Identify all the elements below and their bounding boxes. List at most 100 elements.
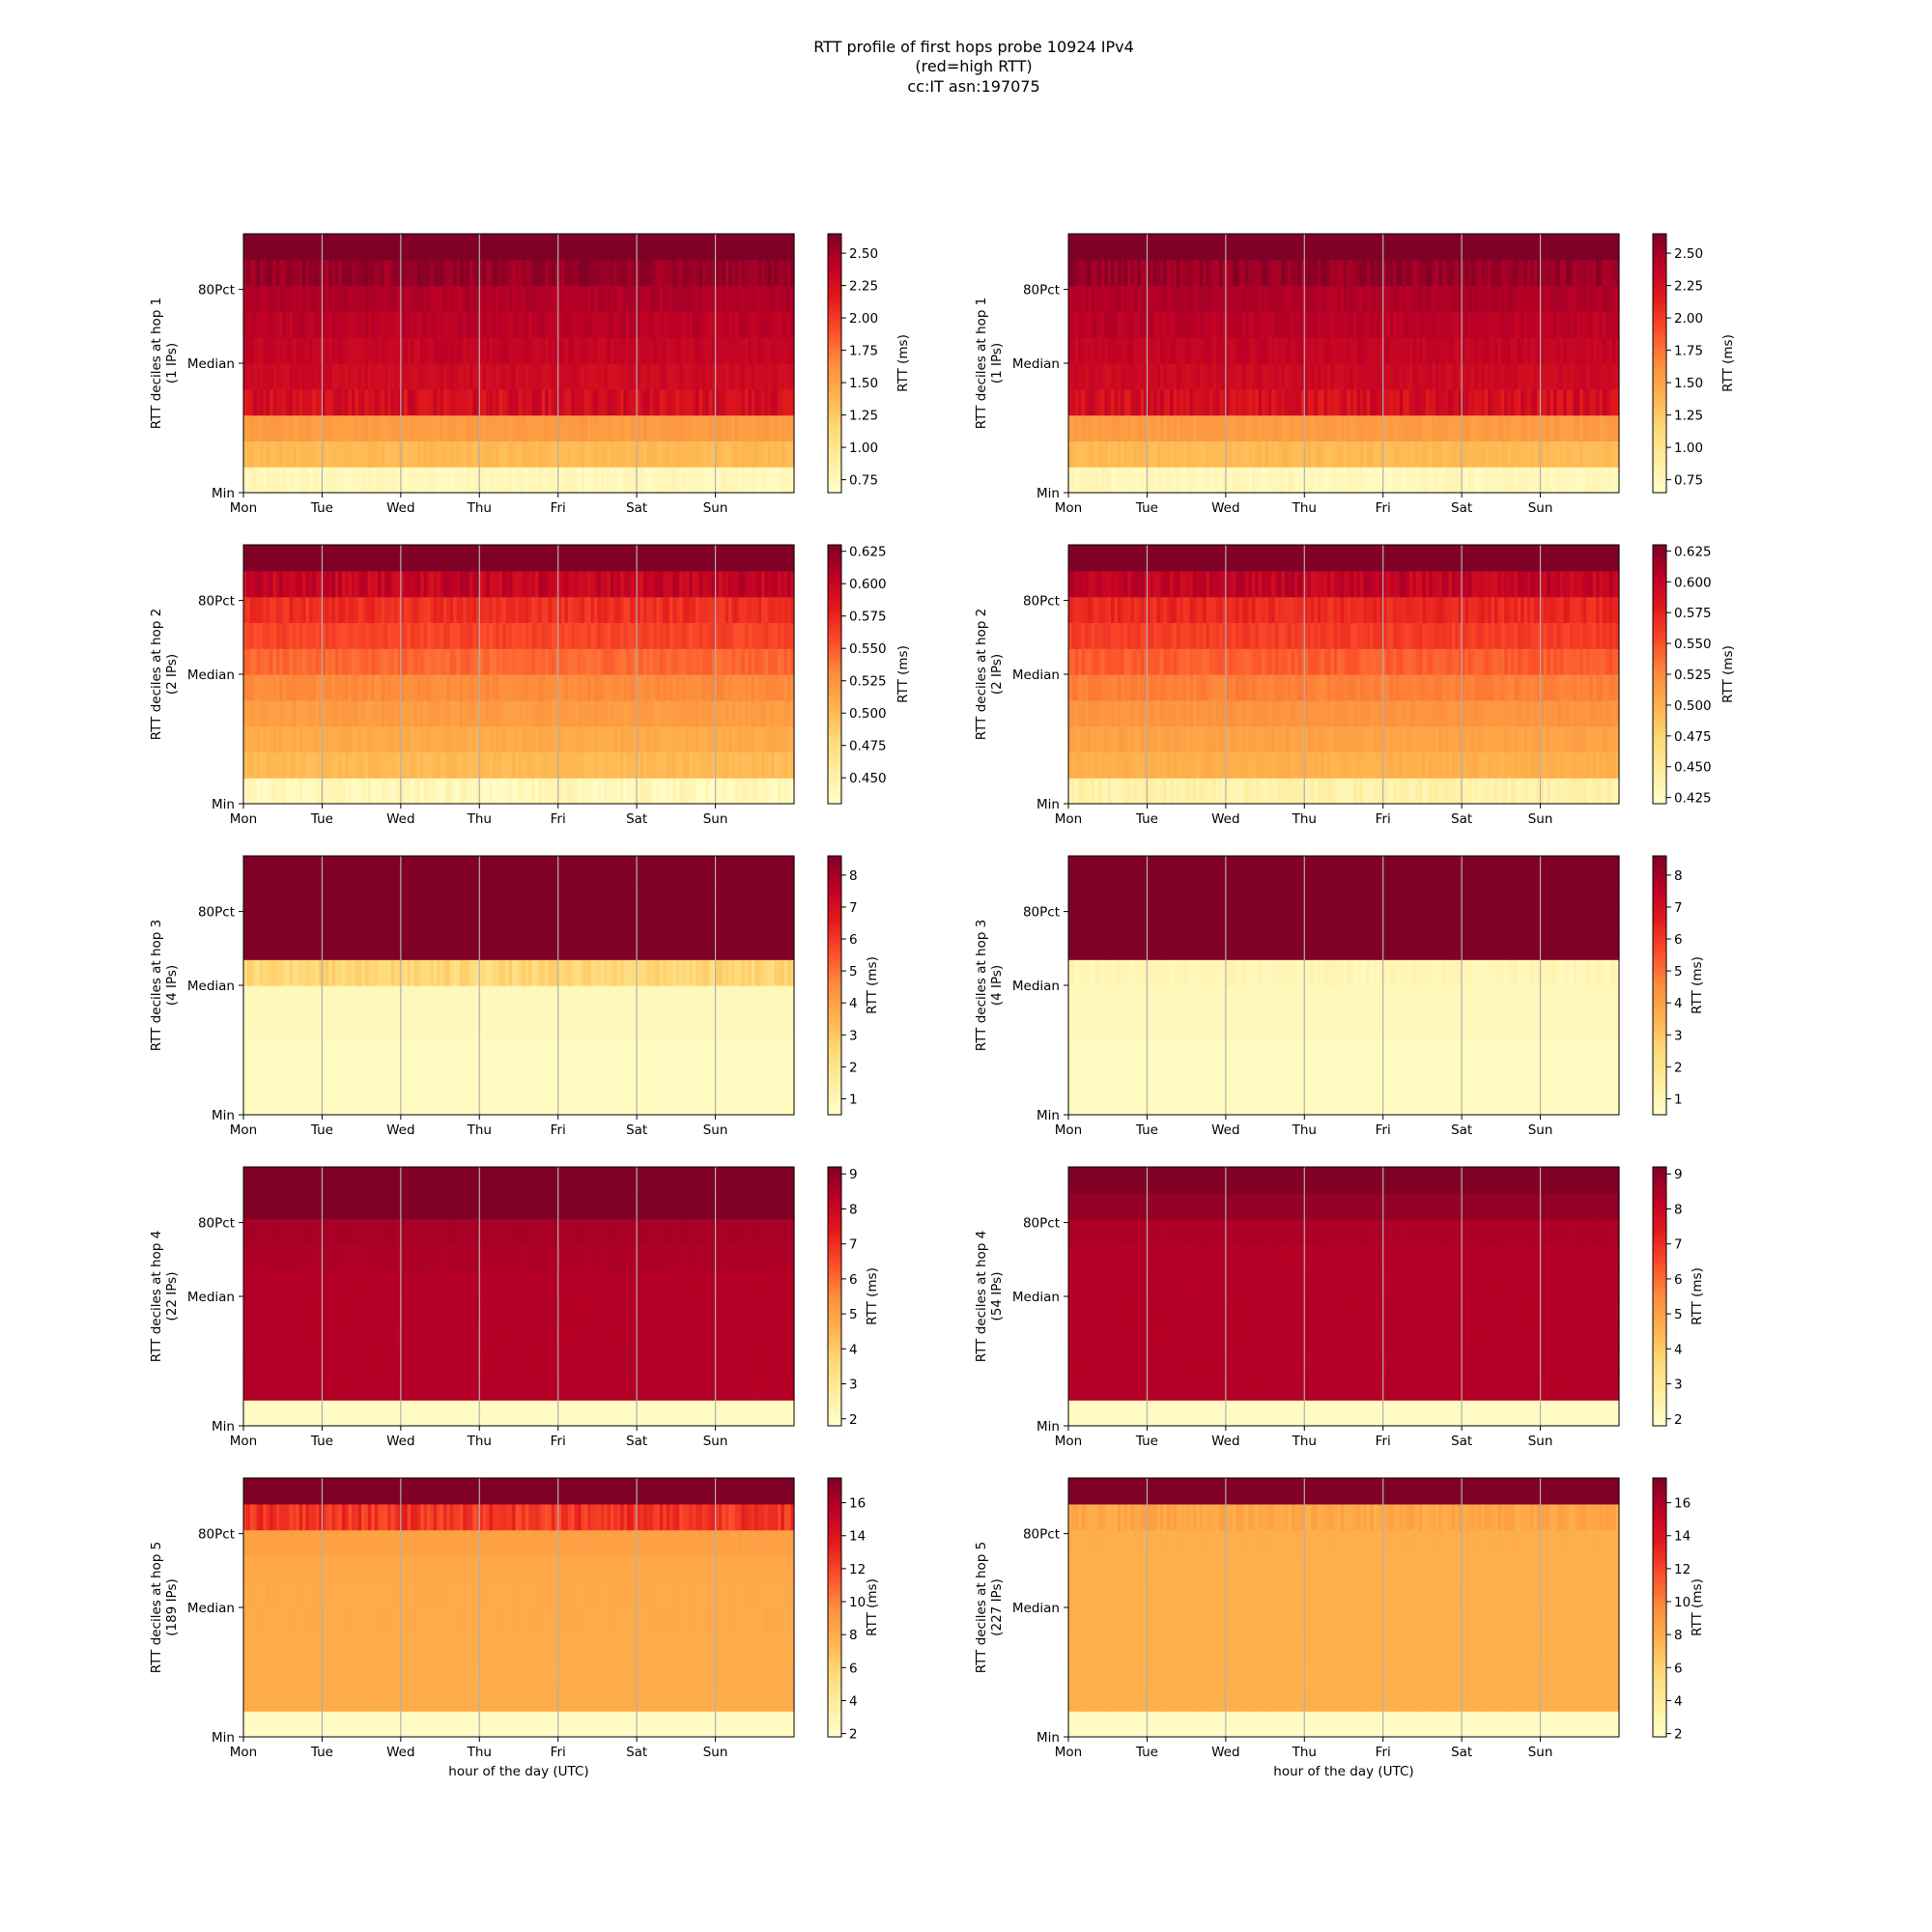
heatmap-cell: [246, 440, 251, 468]
heatmap-cell: [787, 570, 792, 598]
heatmap-cell: [692, 440, 696, 468]
x-tick-label-tue: Tue: [1135, 500, 1158, 516]
heatmap-cell: [1344, 337, 1348, 364]
heatmap-cell: [724, 440, 729, 468]
heatmap-cell: [364, 674, 369, 701]
heatmap-cell: [1422, 440, 1427, 468]
heatmap-cell: [656, 337, 661, 364]
heatmap-cell: [724, 388, 729, 416]
heatmap-cell: [587, 311, 592, 338]
heatmap-cell: [1084, 388, 1089, 416]
heatmap-cell: [296, 388, 300, 416]
heatmap-cell: [705, 674, 710, 701]
heatmap-cell: [1419, 467, 1424, 494]
heatmap-cell: [345, 414, 350, 441]
heatmap-cell: [1563, 285, 1568, 312]
heatmap-cell: [416, 699, 421, 727]
heatmap-cell: [1333, 440, 1338, 468]
heatmap-cell: [1382, 363, 1387, 390]
heatmap-cell: [315, 467, 320, 494]
heatmap-cell: [302, 440, 307, 468]
heatmap-cell: [604, 596, 609, 623]
heatmap-cell: [1566, 363, 1571, 390]
heatmap-cell: [502, 778, 507, 805]
heatmap-cell: [1288, 259, 1293, 287]
heatmap-cell: [1222, 311, 1227, 338]
heatmap-cell: [263, 674, 268, 701]
heatmap-cell: [1288, 440, 1293, 468]
heatmap-cell: [738, 285, 743, 312]
heatmap-cell: [1608, 440, 1613, 468]
heatmap-cell: [508, 388, 513, 416]
heatmap-cell: [1540, 285, 1545, 312]
heatmap-cell: [325, 285, 329, 312]
heatmap-cell: [400, 285, 405, 312]
heatmap-cell: [325, 778, 329, 805]
y-tick-label-80pct: 80Pct: [1023, 283, 1060, 298]
heatmap-cell: [734, 674, 739, 701]
heatmap-cell: [666, 414, 670, 441]
heatmap-cell: [256, 699, 261, 727]
heatmap-cell: [249, 388, 254, 416]
heatmap-cell: [469, 311, 474, 338]
heatmap-cell: [364, 752, 369, 779]
heatmap-cell: [757, 622, 762, 649]
heatmap-cell: [463, 337, 468, 364]
heatmap-cell: [778, 363, 782, 390]
heatmap-cell: [371, 337, 376, 364]
heatmap-cell: [702, 234, 706, 261]
heatmap-cell: [442, 285, 447, 312]
heatmap-cell: [1238, 234, 1243, 261]
heatmap-cell: [538, 285, 543, 312]
heatmap-cell: [778, 622, 782, 649]
heatmap-cell: [663, 285, 668, 312]
heatmap-cell: [407, 363, 412, 390]
heatmap-cell: [682, 778, 687, 805]
heatmap-cell: [505, 778, 510, 805]
heatmap-cell: [440, 363, 444, 390]
heatmap-cell: [692, 467, 696, 494]
heatmap-cell: [423, 388, 428, 416]
heatmap-cell: [437, 752, 441, 779]
heatmap-cell: [675, 752, 680, 779]
heatmap-cell: [459, 778, 464, 805]
heatmap-cell: [505, 596, 510, 623]
heatmap-cell: [1533, 285, 1538, 312]
heatmap-cell: [446, 596, 451, 623]
heatmap-cell: [498, 725, 503, 753]
heatmap-cell: [498, 259, 503, 287]
heatmap-cell: [357, 596, 362, 623]
heatmap-cell: [1278, 337, 1283, 364]
heatmap-cell: [767, 234, 772, 261]
heatmap-cell: [663, 311, 668, 338]
heatmap-cell: [741, 337, 746, 364]
heatmap-cell: [1432, 285, 1436, 312]
heatmap-cell: [1300, 259, 1305, 287]
heatmap-cell: [1566, 388, 1571, 416]
heatmap-cell: [696, 596, 700, 623]
heatmap-cell: [475, 259, 480, 287]
heatmap-cell: [1481, 311, 1486, 338]
heatmap-cell: [1582, 363, 1587, 390]
heatmap-cell: [1474, 414, 1479, 441]
heatmap-cell: [1382, 285, 1387, 312]
y-tick-label-80pct: 80Pct: [198, 283, 235, 298]
heatmap-cell: [319, 778, 324, 805]
heatmap-cell: [519, 285, 523, 312]
heatmap-cell: [308, 674, 313, 701]
y-tick-label-median: Median: [1012, 356, 1060, 372]
heatmap-cell: [1212, 414, 1217, 441]
heatmap-cell: [1429, 337, 1434, 364]
heatmap-cell: [541, 596, 546, 623]
heatmap-cell: [1573, 440, 1577, 468]
heatmap-cell: [696, 440, 700, 468]
heatmap-cell: [243, 752, 247, 779]
heatmap-cell: [338, 752, 343, 779]
heatmap-cell: [571, 699, 576, 727]
heatmap-cell: [1576, 363, 1580, 390]
heatmap-cell: [427, 674, 431, 701]
heatmap-cell: [764, 778, 769, 805]
heatmap-cell: [672, 752, 677, 779]
heatmap-cell: [686, 752, 691, 779]
heatmap-cell: [1458, 285, 1463, 312]
